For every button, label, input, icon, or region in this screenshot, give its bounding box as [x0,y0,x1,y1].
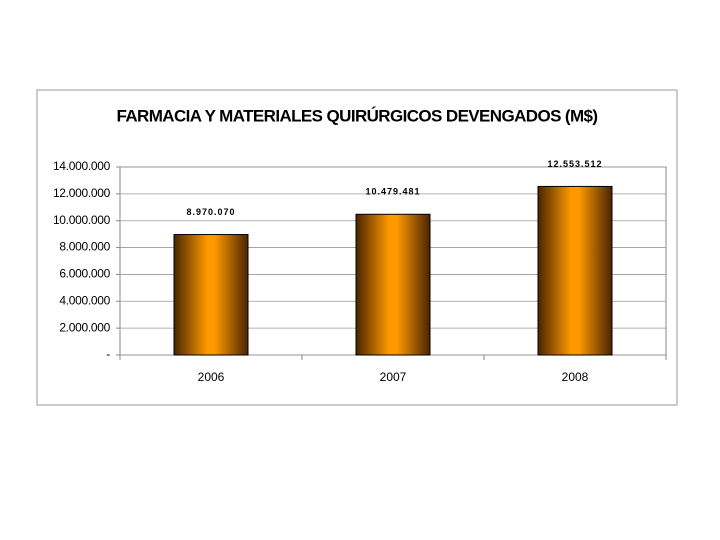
value-label: 8.970.070 [186,207,235,217]
value-label: 12.553.512 [547,159,602,169]
x-tick-label: 2006 [198,370,225,384]
bar [355,213,431,356]
y-tick-label: 2.000.000 [59,320,110,334]
bar [537,185,613,356]
x-tick-label: 2007 [380,370,407,384]
y-tick-label: 6.000.000 [59,267,110,281]
y-tick-label: 10.000.000 [53,213,111,227]
y-tick-label: 14.000.000 [53,159,111,173]
x-tick-label: 2008 [562,370,589,384]
y-tick-label: 12.000.000 [53,186,111,200]
bar [173,234,249,356]
y-tick-label: 8.000.000 [59,240,110,254]
y-tick-label: - [106,347,110,361]
value-label: 10.479.481 [365,187,420,197]
y-tick-label: 4.000.000 [59,293,110,307]
chart-title: FARMACIA Y MATERIALES QUIRÚRGICOS DEVENG… [117,106,598,125]
